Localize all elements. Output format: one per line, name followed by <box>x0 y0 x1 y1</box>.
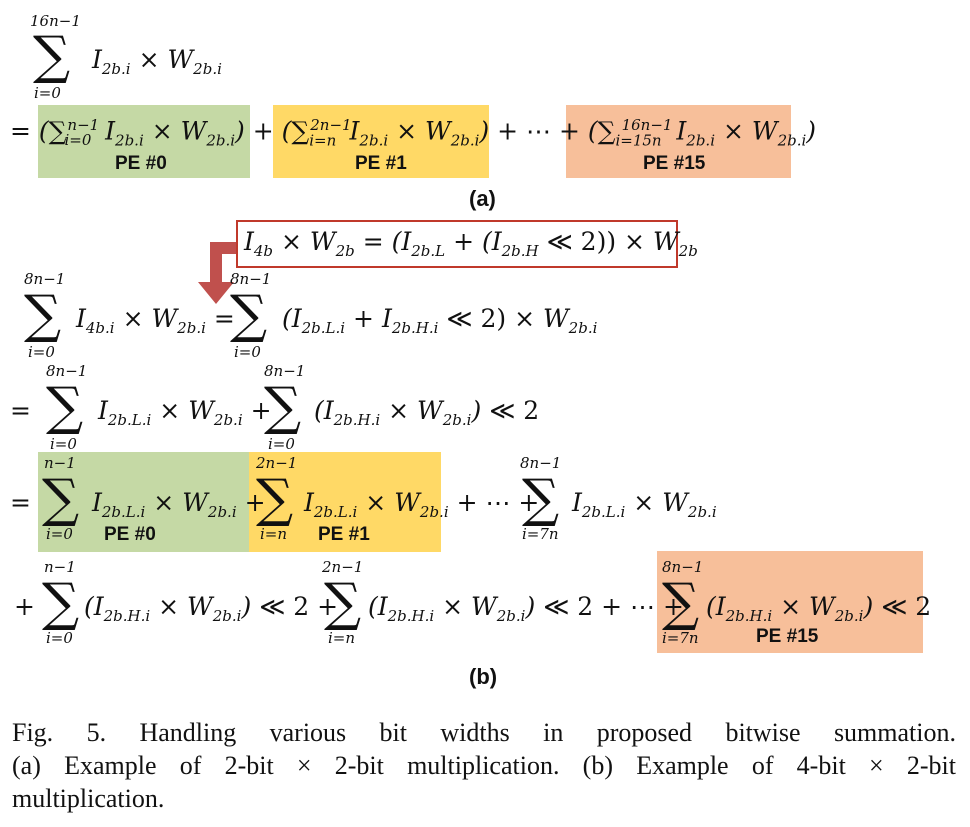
equals-sign: = <box>10 396 31 425</box>
equation-term: (I2b.H.i × W2b.i) ≪ 2 <box>314 396 540 429</box>
sum-lower-limit: i=0 <box>50 435 77 453</box>
sum-lower-limit: i=0 <box>234 343 261 361</box>
sigma-symbol: ∑ <box>33 26 71 86</box>
identity-box <box>236 220 678 268</box>
pe-label: PE #1 <box>355 153 407 174</box>
caption-line: Fig. 5. Handling various bit widths in p… <box>12 718 956 747</box>
equation-term: (I2b.H.i × W2b.i) ≪ 2 <box>706 592 932 625</box>
sum-lower-limit: i=0 <box>46 525 73 543</box>
pe0-box <box>38 105 250 178</box>
caption-line: multiplication. <box>12 784 165 813</box>
sum-lower-limit: i=7n <box>662 629 699 647</box>
equation-term: I2b.L.i × W2b.i + <box>92 488 266 521</box>
sum-upper-limit: 8n−1 <box>24 270 66 288</box>
equation-line: = (∑i=0n−1 I2b.i × W2b.i) + (∑i=n2n−1 I2… <box>10 116 817 150</box>
sum-upper-limit: 8n−1 <box>230 270 272 288</box>
figure-caption: Fig. 5. Handling various bit widths in p… <box>12 716 956 815</box>
equation-term: (I2b.H.i × W2b.i) ≪ 2 + <box>84 592 339 625</box>
sigma-symbol: ∑ <box>522 469 560 529</box>
pe15-box <box>657 551 923 653</box>
sigma-symbol: ∑ <box>24 285 62 345</box>
pe-label: PE #0 <box>115 153 167 174</box>
equation-term: (I2b.L.i + I2b.H.i ≪ 2) × W2b.i <box>282 304 598 337</box>
sigma-symbol: ∑ <box>324 573 362 633</box>
sigma-symbol: ∑ <box>662 573 700 633</box>
sigma-symbol: ∑ <box>42 469 80 529</box>
identity-equation: I4b × W2b = (I2b.L + (I2b.H ≪ 2)) × W2b <box>244 227 698 260</box>
sum-upper-limit: n−1 <box>44 558 76 576</box>
sum-upper-limit: 8n−1 <box>520 454 562 472</box>
plus-sign: + <box>14 592 35 621</box>
sum-upper-limit: 8n−1 <box>264 362 306 380</box>
sum-lower-limit: i=7n <box>522 525 559 543</box>
sum-upper-limit: 2n−1 <box>322 558 364 576</box>
sum-lower-limit: i=0 <box>46 629 73 647</box>
sigma-symbol: ∑ <box>256 469 294 529</box>
pe-label: PE #0 <box>104 524 156 545</box>
sum-upper-limit: n−1 <box>44 454 76 472</box>
equals-sign: = <box>10 488 31 517</box>
caption-line: (a) Example of 2-bit × 2-bit multiplicat… <box>12 751 956 780</box>
equation-term: I2b.L.i × W2b.i <box>572 488 717 521</box>
sum-upper-limit: 8n−1 <box>46 362 88 380</box>
sum-lower-limit: i=0 <box>268 435 295 453</box>
pe-label: PE #15 <box>756 626 819 647</box>
sigma-symbol: ∑ <box>46 377 84 437</box>
sum-upper-limit: 16n−1 <box>30 12 81 30</box>
subfigure-label: (b) <box>469 664 498 689</box>
sigma-symbol: ∑ <box>42 573 80 633</box>
equation-term: I2b.L.i × W2b.i + ⋯ + <box>304 488 540 521</box>
subfigure-label: (a) <box>469 186 496 211</box>
equation-term: I2b.i × W2b.i <box>92 45 222 78</box>
sum-lower-limit: i=n <box>328 629 356 647</box>
pe1-box <box>273 105 489 178</box>
sigma-symbol: ∑ <box>230 285 268 345</box>
equation-term: (I2b.H.i × W2b.i) ≪ 2 + ⋯ + <box>368 592 684 625</box>
pe-label: PE #1 <box>318 524 370 545</box>
equation-term: I4b.i × W2b.i = <box>76 304 235 337</box>
sum-upper-limit: 2n−1 <box>256 454 298 472</box>
sum-upper-limit: 8n−1 <box>662 558 704 576</box>
sigma-symbol: ∑ <box>264 377 302 437</box>
sum-lower-limit: i=0 <box>28 343 55 361</box>
sum-lower-limit: i=n <box>260 525 288 543</box>
pe0-box <box>38 452 250 552</box>
equation-term: I2b.L.i × W2b.i + <box>98 396 272 429</box>
pe-label: PE #15 <box>643 153 706 174</box>
sum-lower-limit: i=0 <box>34 84 61 102</box>
pe1-box <box>249 452 441 552</box>
down-arrow-icon <box>198 242 236 304</box>
pe15-box <box>566 105 791 178</box>
